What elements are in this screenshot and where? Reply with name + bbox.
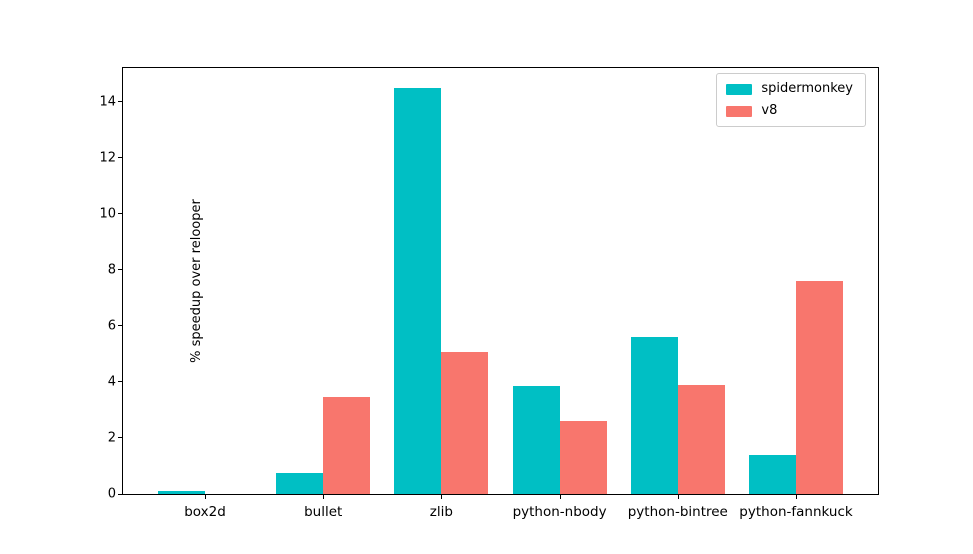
y-tick-mark bbox=[118, 157, 122, 159]
bar-v8-bullet bbox=[323, 397, 371, 494]
x-tick-label-zlib: zlib bbox=[429, 504, 453, 520]
bar-spidermonkey-box2d bbox=[158, 491, 205, 494]
y-tick-mark bbox=[118, 269, 122, 271]
bar-spidermonkey-python-bintree bbox=[630, 337, 678, 494]
x-tick-mark bbox=[441, 495, 443, 499]
bar-spidermonkey-python-fannkuck bbox=[749, 455, 796, 494]
y-tick-mark bbox=[118, 325, 122, 327]
y-tick-label: 0 bbox=[107, 486, 116, 502]
y-tick-label: 2 bbox=[107, 430, 116, 446]
y-tick-mark bbox=[118, 213, 122, 215]
x-tick-mark bbox=[796, 495, 797, 499]
bar-spidermonkey-bullet bbox=[276, 473, 324, 494]
spidermonkey-swatch-icon bbox=[726, 83, 753, 95]
bar-v8-python-nbody bbox=[559, 421, 607, 494]
bar-v8-python-bintree bbox=[677, 385, 725, 494]
v8-swatch-icon bbox=[726, 105, 753, 117]
legend: spidermonkey v8 bbox=[716, 73, 866, 127]
x-tick-mark bbox=[559, 495, 561, 499]
y-axis-label: % speedup over relooper bbox=[189, 199, 205, 363]
y-tick-mark bbox=[118, 381, 122, 383]
x-tick-mark bbox=[205, 495, 206, 499]
x-tick-label-bullet: bullet bbox=[304, 504, 343, 520]
bar-v8-python-fannkuck bbox=[796, 281, 843, 494]
plot-area: % speedup over relooper 0 2 4 6 8 10 12 14 box2d… bbox=[99, 67, 879, 520]
x-tick-label-python-nbody: python-nbody bbox=[512, 504, 607, 520]
y-tick-label: 8 bbox=[107, 262, 116, 278]
y-tick-label: 4 bbox=[107, 374, 116, 390]
legend-label-spidermonkey: spidermonkey bbox=[761, 81, 853, 96]
legend-row-spidermonkey: spidermonkey bbox=[726, 81, 853, 97]
bar-spidermonkey-python-nbody bbox=[512, 386, 560, 494]
y-tick-label: 12 bbox=[99, 150, 116, 166]
x-tick-label-box2d: box2d bbox=[184, 504, 226, 520]
y-tick-mark bbox=[118, 101, 122, 103]
x-tick-label-python-fannkuck: python-fannkuck bbox=[739, 504, 853, 520]
legend-row-v8: v8 bbox=[726, 103, 853, 119]
x-tick-mark bbox=[323, 495, 325, 499]
y-tick-label: 10 bbox=[99, 206, 116, 222]
y-tick-label: 6 bbox=[107, 318, 116, 334]
x-tick-mark bbox=[677, 495, 679, 499]
y-tick-label: 14 bbox=[99, 94, 116, 110]
bar-v8-zlib bbox=[441, 352, 489, 494]
y-tick-mark bbox=[118, 437, 122, 439]
bar-spidermonkey-zlib bbox=[394, 88, 442, 494]
y-tick-mark bbox=[118, 493, 122, 495]
legend-label-v8: v8 bbox=[761, 103, 778, 118]
x-tick-label-python-bintree: python-bintree bbox=[627, 504, 728, 520]
